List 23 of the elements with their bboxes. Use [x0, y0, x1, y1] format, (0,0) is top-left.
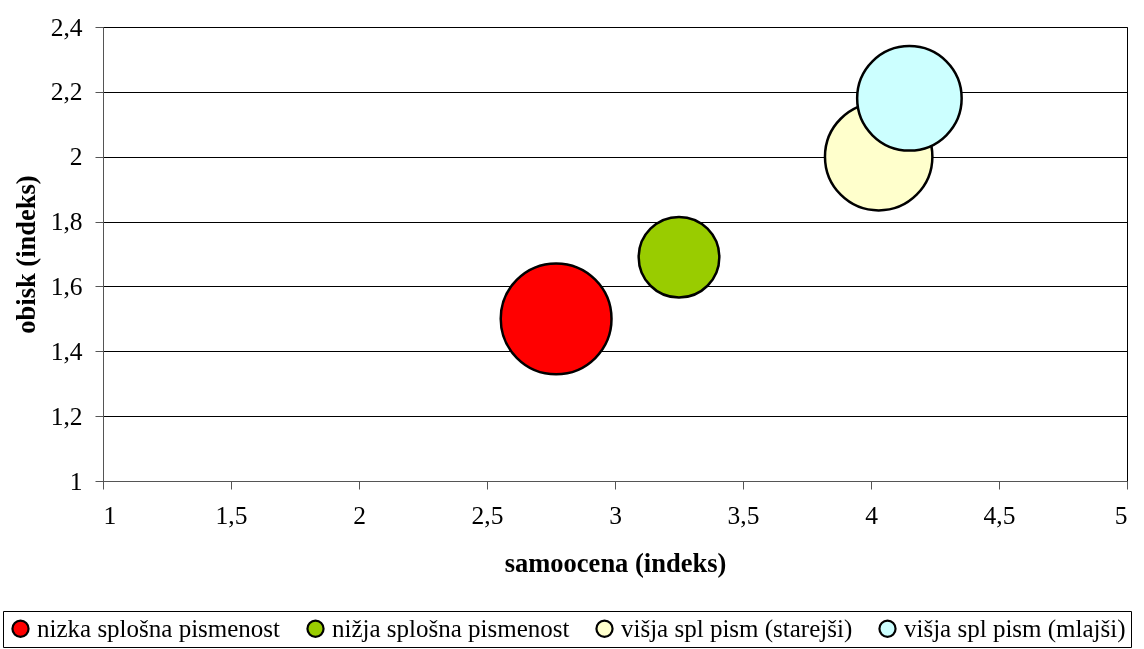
x-tick-label: 2,5: [471, 500, 504, 530]
legend-label: višja spl pism (starejši): [621, 614, 853, 643]
y-axis-title: obisk (indeks): [10, 175, 41, 334]
x-tick-label: 2: [353, 500, 366, 530]
x-axis-title: samoocena (indeks): [504, 548, 727, 578]
x-tick-label: 3: [609, 500, 622, 530]
y-tick-label: 1,8: [50, 207, 83, 237]
x-tick-label: 1: [103, 500, 117, 530]
legend-label: nižja splošna pismenost: [332, 614, 570, 642]
y-tick-label: 2,4: [50, 12, 83, 42]
y-tick-label: 1,4: [50, 336, 83, 366]
x-tick-label: 3,5: [727, 500, 760, 530]
x-tick-label: 5: [1114, 500, 1128, 530]
y-tick-label: 1,2: [50, 401, 83, 431]
x-tick-label: 4: [865, 500, 879, 530]
legend-label: višja spl pism (mlajši): [904, 614, 1126, 643]
x-tick-label: 4,5: [983, 500, 1016, 530]
legend-label: nizka splošna pismenost: [37, 614, 281, 642]
y-tick-label: 1: [69, 466, 83, 496]
x-tick-label: 1,5: [215, 500, 248, 530]
y-tick-label: 1,6: [50, 271, 83, 301]
y-tick-label: 2,2: [50, 77, 83, 107]
y-tick-label: 2: [69, 142, 83, 172]
